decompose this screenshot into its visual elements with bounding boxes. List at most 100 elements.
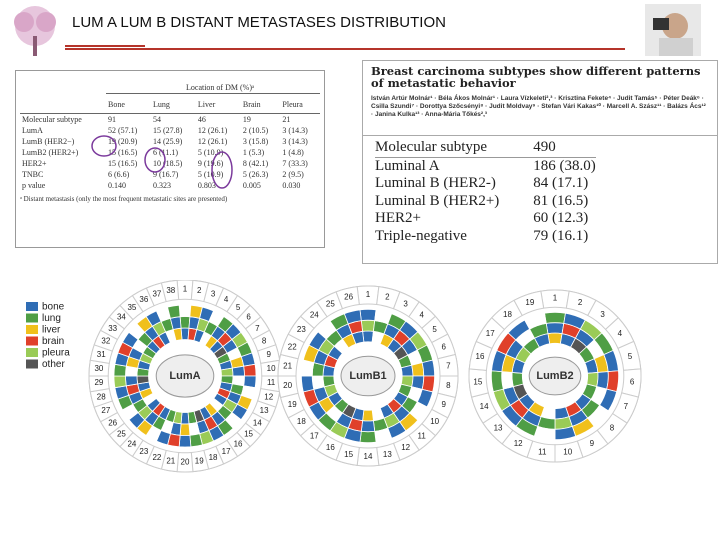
cell: 5 (10.9): [197, 148, 224, 157]
sector-label: 13: [494, 424, 503, 433]
row: HER2+ 15 (16.5) 10 (18.5) 9 (19.6) 8 (42.1) 7…: [20, 158, 320, 169]
legend-swatch: [26, 302, 38, 311]
cell: LumA: [22, 126, 43, 135]
legend-swatch: [26, 325, 38, 334]
slide-title: LUM A LUM B DISTANT METASTASES DISTRIBUT…: [72, 14, 446, 31]
paper-authors: István Artúr Molnár¹ · Béla Ákos Molnár¹…: [371, 95, 706, 118]
ring-cell: [178, 434, 192, 448]
cell: 81 (16.5): [533, 192, 589, 209]
sector-label: 14: [480, 402, 489, 411]
cell: 19: [242, 115, 251, 124]
sector-label: 1: [183, 285, 188, 294]
chart-label: LumB2: [536, 370, 573, 382]
chart-center: [340, 355, 396, 397]
sector-cell: [160, 280, 180, 303]
legend-label: pleura: [42, 348, 70, 359]
legend-label: other: [42, 359, 65, 370]
cell: 7 (33.3): [282, 159, 308, 168]
ring-cell: [362, 409, 374, 422]
row: LumB2 (HER2+) 15 (16.5) 6 (11.1) 5 (10.9) 1 …: [20, 147, 320, 158]
sector-label: 3: [403, 299, 408, 308]
sector-label: 9: [442, 400, 447, 409]
sector-cell: [513, 290, 545, 317]
sector-label: 18: [297, 417, 306, 426]
ring-cell: [596, 371, 609, 390]
cell: 12 (26.1): [197, 137, 228, 146]
column-header: Liver: [195, 93, 241, 114]
sector-label: 19: [195, 456, 204, 465]
sector-label: 1: [553, 294, 558, 303]
sector-label: 37: [152, 289, 161, 298]
sector-label: 14: [253, 418, 262, 427]
row: LumA 52 (57.1) 15 (27.8) 12 (26.1) 2 (10.5) 3…: [20, 125, 320, 136]
sector-label: 15: [244, 430, 253, 439]
table: Molecular subtype 490 Luminal A 186 (38.0) L…: [375, 139, 596, 245]
sector-label: 11: [418, 432, 427, 441]
sector-label: 2: [385, 292, 390, 301]
ring-cell: [362, 330, 374, 343]
sector-label: 27: [101, 406, 110, 415]
cell: Triple-negative: [375, 227, 467, 244]
sector-label: 15: [344, 450, 353, 459]
sector-label: 16: [234, 439, 243, 448]
ring-cell: [490, 370, 504, 393]
title-rule: [65, 48, 625, 50]
sector-label: 6: [246, 313, 251, 322]
cell: 0.140: [108, 181, 126, 190]
row: Luminal A 186 (38.0): [375, 157, 596, 175]
ring-cell: [360, 420, 376, 433]
cell: 15 (16.5): [108, 148, 138, 157]
cell: 0.323: [152, 181, 171, 190]
sector-label: 4: [224, 295, 229, 304]
row: HER2+ 60 (12.3): [375, 210, 596, 228]
legend-swatch: [26, 313, 38, 323]
chart-center: [155, 354, 215, 398]
sector-label: 21: [283, 361, 292, 370]
sector-label: 3: [600, 310, 605, 319]
cell: 84 (17.1): [533, 175, 589, 192]
cell: 15 (27.8): [152, 126, 183, 135]
sector-label: 34: [117, 313, 126, 322]
sector-cell: [335, 286, 360, 310]
sector-label: 26: [344, 292, 353, 301]
sector-label: 16: [476, 352, 485, 361]
sector-label: 2: [197, 286, 202, 295]
sector-label: 25: [117, 430, 126, 439]
paper-header: Breast carcinoma subtypes show different…: [362, 60, 718, 136]
cell: TNBC: [22, 170, 44, 179]
ring-cell: [421, 359, 436, 377]
sector-label: 8: [262, 336, 267, 345]
ring-cell: [311, 375, 325, 390]
cell: 9 (19.6): [197, 159, 224, 168]
ring-cell: [360, 319, 376, 332]
legend-swatch: [26, 359, 38, 369]
sector-label: 10: [430, 417, 439, 426]
column-header: Bone: [106, 93, 151, 114]
ring-cell: [243, 363, 257, 377]
logo-tree: [14, 6, 56, 56]
legend-label: liver: [42, 325, 61, 336]
sector-label: 10: [563, 447, 572, 456]
sector-label: 17: [222, 447, 231, 456]
row: Luminal B (HER2+) 81 (16.5): [375, 193, 596, 211]
sector-label: 32: [101, 336, 110, 345]
cell: p value: [22, 181, 46, 190]
sector-label: 4: [419, 310, 424, 319]
paper-title: Breast carcinoma subtypes show different…: [371, 64, 701, 90]
ring-cell: [524, 312, 547, 330]
cell: Molecular subtype: [375, 139, 500, 158]
sector-label: 31: [97, 350, 106, 359]
cell: 2 (10.5): [242, 126, 269, 135]
sector-label: 6: [442, 342, 447, 351]
sector-label: 30: [94, 364, 103, 373]
ring-cell: [167, 304, 181, 319]
ring-cell: [411, 362, 425, 377]
sector-label: 12: [264, 392, 273, 401]
cell: LumB (HER2−): [22, 137, 75, 146]
column-header: Brain: [240, 93, 281, 114]
row: Molecular subtype 490: [375, 139, 596, 158]
row: p value 0.140 0.323 0.803 0.005 0.030: [20, 180, 320, 191]
footnote: ᵃ Distant metastasis (only the most freq…: [20, 195, 228, 203]
sector-label: 6: [630, 378, 635, 387]
sector-label: 21: [166, 456, 175, 465]
